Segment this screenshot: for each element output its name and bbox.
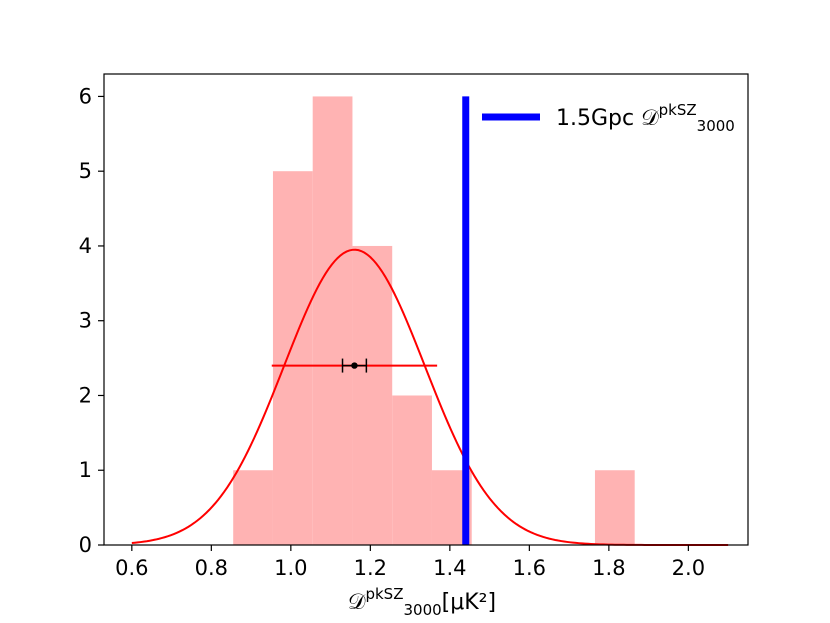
x-axis-label-unit: [μK²] — [442, 590, 496, 615]
y-tick-label-3: 3 — [79, 309, 92, 333]
histogram-bar-3 — [352, 245, 393, 545]
y-tick-label-0: 0 — [79, 533, 92, 557]
x-tick-label-7: 2.0 — [672, 556, 705, 580]
mean-marker — [341, 358, 368, 373]
histogram-bar-4 — [392, 395, 432, 545]
x-axis-label-sub: 3000 — [403, 601, 441, 619]
legend-label-main: 1.5Gpc 𝒟 — [556, 106, 659, 131]
x-tick-label-1: 0.8 — [195, 556, 228, 580]
histogram-bars — [233, 96, 635, 545]
x-axis-label: 𝒟pkSZ3000[μK²] — [348, 585, 496, 619]
legend-label-sup: pkSZ — [659, 101, 697, 119]
y-axis-ticks: 0 1 2 3 4 5 6 — [79, 84, 104, 557]
x-axis-label-main: 𝒟 — [348, 590, 366, 615]
legend: 1.5Gpc 𝒟pkSZ3000 — [482, 101, 735, 135]
histogram-bar-0 — [233, 470, 273, 545]
x-tick-label-6: 1.8 — [592, 556, 625, 580]
mean-point — [351, 362, 358, 369]
x-tick-label-4: 1.4 — [433, 556, 466, 580]
histogram-bar-6 — [594, 470, 635, 545]
histogram-bar-2 — [312, 96, 353, 545]
x-tick-label-3: 1.2 — [354, 556, 387, 580]
x-tick-label-0: 0.6 — [115, 556, 148, 580]
plot-frame — [103, 73, 749, 546]
legend-label-sub: 3000 — [697, 117, 735, 135]
y-tick-label-2: 2 — [79, 383, 92, 407]
x-tick-label-2: 1.0 — [274, 556, 307, 580]
y-tick-label-1: 1 — [79, 458, 92, 482]
legend-label: 1.5Gpc 𝒟pkSZ3000 — [556, 101, 735, 135]
x-axis-ticks: 0.6 0.8 1.0 1.2 1.4 1.6 1.8 2.0 — [115, 545, 705, 580]
y-tick-label-4: 4 — [79, 234, 92, 258]
x-tick-label-5: 1.6 — [513, 556, 546, 580]
histogram-bar-1 — [272, 171, 313, 545]
x-axis-label-sup: pkSZ — [365, 585, 403, 603]
y-tick-label-5: 5 — [79, 159, 92, 183]
y-tick-label-6: 6 — [79, 84, 92, 108]
